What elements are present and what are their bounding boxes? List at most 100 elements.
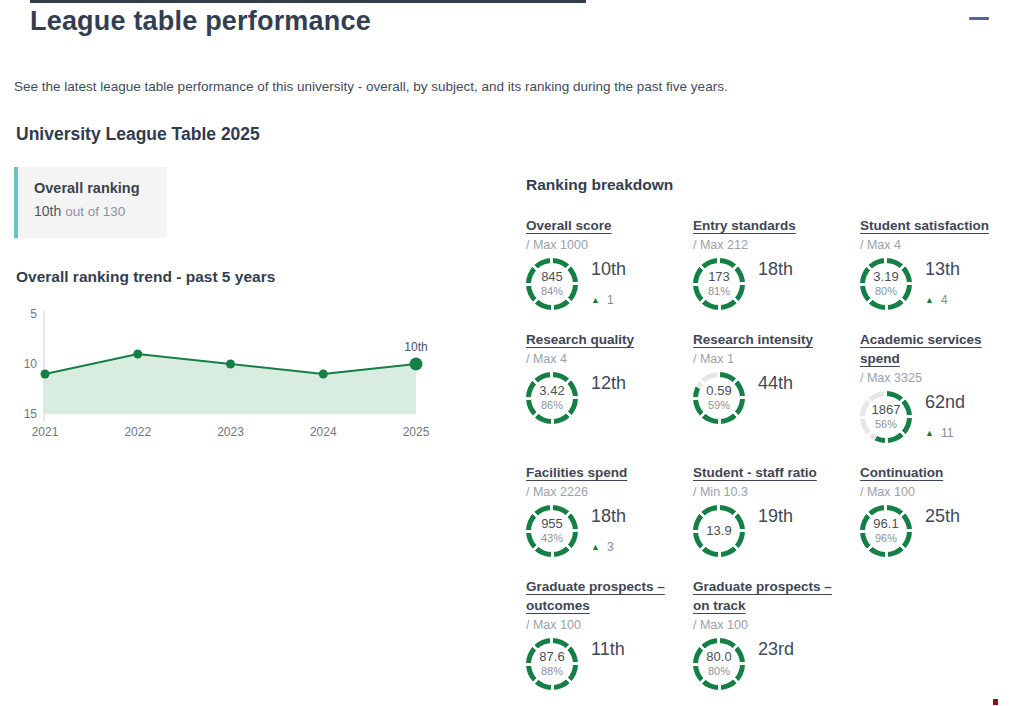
x-tick-label: 2024 [310,425,337,439]
rank-change-value: 1 [607,293,614,307]
metric-body: 96.196% 25th [860,505,1012,557]
metric-rank: 25th [925,506,960,527]
left-column: Overall ranking 10th out of 130 Overall … [14,146,520,446]
league-table-performance-panel: League table performance See the latest … [0,0,1012,706]
ring-inner: 13.9 [698,510,740,552]
metric-rank: 23rd [758,639,794,660]
metric-body: 17381% 18th [693,258,846,310]
metric-card: Graduate prospects – outcomes / Max 100 87… [526,577,693,690]
metric-body: 95543% 18th▲3 [526,505,679,557]
metric-progress-ring: 95543% [526,505,578,557]
metric-max-label: / Max 3325 [860,371,1012,385]
metric-progress-ring: 3.4286% [526,372,578,424]
metric-card: Research quality/ Max 43.4286%12th [526,330,693,443]
metric-percent: 59% [708,399,730,412]
metric-percent: 80% [875,285,897,298]
y-tick-label: 10 [24,357,38,371]
x-tick-label: 2025 [403,425,430,439]
metric-value: 1867 [872,403,901,418]
overall-rank-suffix: out of 130 [65,204,125,219]
metric-max-label: / Max 4 [860,238,1012,252]
x-tick-label: 2021 [32,425,59,439]
metric-progress-ring: 80.080% [693,638,745,690]
metric-title-link[interactable]: Graduate prospects – on track [693,579,832,613]
metric-title-link[interactable]: Research intensity [693,332,813,347]
metric-progress-ring: 13.9 [693,505,745,557]
metric-title-link[interactable]: Entry standards [693,218,796,233]
metric-progress-ring: 17381% [693,258,745,310]
ranking-breakdown-heading: Ranking breakdown [526,176,1012,194]
data-point-2025 [410,358,423,371]
metric-card: Continuation/ Max 10096.196%25th [860,463,1012,557]
metric-rank-column: 19th [758,505,793,557]
panel-header: League table performance [14,0,1012,40]
ranking-breakdown-grid: Overall score/ Max 100084584%10th▲1Entry… [526,216,1012,690]
metric-rank-column: 18th▲3 [591,505,626,557]
metric-body: 84584% 10th▲1 [526,258,679,310]
metric-body: 13.9 19th [693,505,846,557]
metric-percent: 80% [708,665,730,678]
metric-card: Entry standards/ Max 21217381%18th [693,216,860,310]
metric-title-link[interactable]: Academic services spend [860,332,982,366]
metric-max-label: / Max 2226 [526,485,679,499]
y-tick-label: 5 [30,307,37,321]
ring-inner: 17381% [698,263,740,305]
metric-body: 87.688%11th [526,638,679,690]
metric-rank-column: 44th [758,372,793,424]
metric-rank-column: 12th [591,372,626,424]
metric-value: 955 [541,517,563,532]
metric-progress-ring: 96.196% [860,505,912,557]
metric-rank: 11th [591,639,625,660]
metric-rank-column: 13th▲4 [925,258,960,310]
metric-card: Research intensity/ Max 10.5959%44th [693,330,860,443]
ring-inner: 95543% [531,510,573,552]
metric-max-label: / Max 100 [693,618,846,632]
metric-title-link[interactable]: Student satisfaction [860,218,989,233]
data-point-2022 [133,350,142,359]
metric-rank-column: 11th [591,638,625,690]
metric-title-link[interactable]: Continuation [860,465,943,480]
cropped-top-element [30,0,586,3]
ring-inner: 84584% [531,263,573,305]
trend-heading: Overall ranking trend - past 5 years [16,268,520,286]
metric-title-link[interactable]: Facilities spend [526,465,627,480]
metric-rank-column: 25th [925,505,960,557]
x-tick-label: 2023 [217,425,244,439]
metric-value: 80.0 [706,650,731,665]
collapse-section-button[interactable] [967,15,991,22]
metric-title-link[interactable]: Graduate prospects – outcomes [526,579,665,613]
data-point-2023 [226,360,235,369]
metric-body: 3.4286% 12th [526,372,679,424]
rank-change: ▲3 [591,540,626,554]
metric-rank-column: 10th▲1 [591,258,626,310]
metric-max-label: / Max 100 [526,618,679,632]
metric-title-link[interactable]: Overall score [526,218,612,233]
metric-rank: 13th [925,259,960,280]
metric-value: 3.19 [873,270,898,285]
metric-value: 96.1 [873,517,898,532]
metric-max-label: / Min 10.3 [693,485,846,499]
metric-card: Student - staff ratio / Min 10.3 13.9 19th [693,463,860,557]
metric-rank-column: 18th [758,258,793,310]
overall-ranking-label: Overall ranking [34,180,153,196]
metric-value: 87.6 [539,650,564,665]
rank-up-icon: ▲ [925,295,934,305]
right-column: Ranking breakdown Overall score / Max 100… [520,146,1012,706]
metric-percent: 84% [541,285,563,298]
metric-percent: 56% [875,418,897,431]
data-point-2024 [319,370,328,379]
metric-card: Overall score/ Max 100084584%10th▲1 [526,216,693,310]
cropped-corner-element [993,699,998,705]
metric-card: Graduate prospects – on track / Max 100 80… [693,577,860,690]
metric-progress-ring: 84584% [526,258,578,310]
metric-title-link[interactable]: Student - staff ratio [693,465,817,480]
metric-rank: 62nd [925,392,965,413]
metric-card: Facilities spend / Max 2226 95543% 18th▲3 [526,463,693,557]
ranking-trend-chart: 510152021202220232024202510th [14,304,454,446]
rank-change: ▲11 [925,426,965,440]
metric-percent: 86% [541,399,563,412]
metric-rank-column: 62nd ▲11 [925,391,965,443]
metric-rank-column: 23rd [758,638,794,690]
metric-title-link[interactable]: Research quality [526,332,634,347]
metric-percent: 43% [541,532,563,545]
